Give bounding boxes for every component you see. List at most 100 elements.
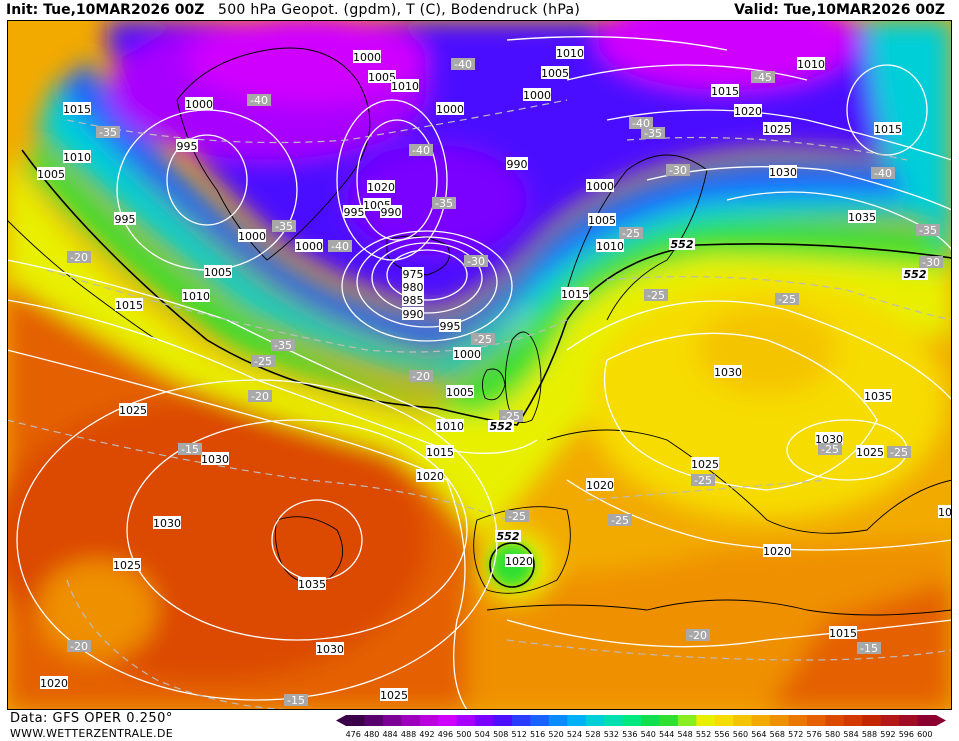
svg-text:1020: 1020 — [938, 506, 952, 519]
isobar-low-985 — [356, 236, 498, 328]
legend-value: 484 — [382, 730, 398, 739]
temp-label: -20 — [67, 640, 91, 653]
legend-value: 544 — [659, 730, 675, 739]
svg-text:1010: 1010 — [436, 420, 464, 433]
pressure-label: 1005 — [37, 167, 65, 181]
legend-swatch — [733, 715, 753, 726]
legend-swatch — [788, 715, 808, 726]
pressure-label: 1025 — [856, 445, 884, 459]
geopot-label: 552 — [902, 268, 928, 281]
svg-text:995: 995 — [344, 206, 365, 219]
cyan-zone — [37, 80, 952, 380]
pressure-label: 1030 — [769, 165, 797, 179]
svg-text:-15: -15 — [860, 642, 878, 655]
isobar-north-1015 — [506, 36, 728, 51]
ireland-coast — [482, 368, 506, 401]
legend-arrow-right — [936, 715, 946, 726]
svg-text:-40: -40 — [412, 144, 430, 157]
temp-label: -25 — [608, 514, 632, 527]
legend-value: 516 — [529, 730, 546, 739]
svg-text:1030: 1030 — [153, 517, 181, 530]
isobar-north-1030 — [646, 166, 952, 211]
legend-swatch — [567, 715, 587, 726]
svg-text:1035: 1035 — [864, 390, 892, 403]
svg-text:-20: -20 — [70, 251, 88, 264]
legend-value: 528 — [585, 730, 601, 739]
pressure-label: 1000 — [185, 97, 213, 111]
greenland-coast — [176, 47, 371, 261]
map-area: 1000 1005 1010 1010 1005 1000 1000 1000 … — [7, 20, 952, 710]
svg-text:1010: 1010 — [391, 80, 419, 93]
pressure-label: 980 — [402, 280, 424, 294]
svg-text:1030: 1030 — [316, 643, 344, 656]
svg-text:1030: 1030 — [769, 166, 797, 179]
geopot-label: 552 — [488, 420, 514, 433]
britain-coast — [504, 331, 542, 423]
pressure-label: 1000 — [586, 179, 614, 193]
pressure-label: 1020 — [734, 104, 762, 118]
isotherm-europe-south — [586, 479, 828, 501]
isobar-north-1025 — [606, 109, 952, 161]
map-frame — [7, 20, 952, 710]
pressure-label: 1005 — [446, 385, 474, 399]
pressure-label: 1010 — [63, 150, 91, 164]
svg-text:-40: -40 — [632, 117, 650, 130]
legend-swatch — [843, 715, 863, 726]
svg-text:1000: 1000 — [238, 230, 266, 243]
pressure-label: 990 — [402, 307, 424, 321]
svg-text:-35: -35 — [274, 339, 292, 352]
pressure-label: 1010 — [596, 239, 624, 253]
isotherm-west — [66, 99, 568, 144]
svg-text:1020: 1020 — [416, 470, 444, 483]
pressure-label: 1000 — [523, 88, 551, 102]
pressure-label: 1035 — [848, 210, 876, 224]
legend-swatch — [696, 715, 716, 726]
temp-label: -30 — [464, 255, 488, 268]
temp-label: -40 — [328, 240, 352, 253]
svg-text:1010: 1010 — [596, 240, 624, 253]
svg-text:1030: 1030 — [815, 433, 843, 446]
svg-text:1025: 1025 — [119, 404, 147, 417]
color-legend — [336, 715, 946, 726]
pressure-label: 975 — [402, 267, 424, 281]
svg-text:1005: 1005 — [541, 67, 569, 80]
svg-text:-35: -35 — [435, 197, 453, 210]
legend-value: 588 — [861, 730, 878, 739]
pressure-label: 1020 — [586, 478, 614, 492]
temp-label: -15 — [178, 443, 202, 456]
pressure-label: 1025 — [113, 558, 141, 572]
legend-value: 548 — [677, 730, 693, 739]
temp-label: -45 — [751, 71, 775, 84]
geopotential-fill — [7, 20, 952, 710]
isobar-atlantic-1015 — [7, 299, 538, 454]
svg-text:1015: 1015 — [874, 123, 902, 136]
isotherm-atlantic — [7, 419, 508, 521]
svg-text:-35: -35 — [99, 126, 117, 139]
pressure-label: 1030 — [714, 365, 742, 379]
svg-text:1025: 1025 — [856, 446, 884, 459]
geopot-552-contour — [21, 149, 952, 426]
legend-value: 552 — [695, 730, 712, 739]
pressure-label: 995 — [176, 139, 198, 153]
pressure-label: 1015 — [426, 445, 454, 459]
init-time: Init: Tue,10MAR2026 00Z — [6, 2, 205, 18]
pressure-label: 1010 — [391, 79, 419, 93]
vortex-core-east — [597, 20, 857, 90]
legend-arrow-left — [336, 715, 346, 726]
legend-swatch — [917, 715, 937, 726]
svg-text:1035: 1035 — [298, 578, 326, 591]
temp-label: -20 — [248, 390, 272, 403]
isobar-northeast-1015 — [846, 64, 928, 156]
green-band — [27, 140, 952, 415]
isobar-north-1020 — [566, 64, 808, 81]
svg-text:-25: -25 — [502, 410, 520, 423]
pressure-label: 1020 — [367, 180, 395, 194]
pressure-label: 990 — [506, 157, 528, 171]
svg-text:1000: 1000 — [295, 240, 323, 253]
svg-text:1005: 1005 — [37, 168, 65, 181]
valid-time: Valid: Tue,10MAR2026 00Z — [734, 2, 945, 18]
pressure-label: 1015 — [874, 122, 902, 136]
svg-text:1030: 1030 — [201, 453, 229, 466]
legend-value: 572 — [788, 730, 804, 739]
